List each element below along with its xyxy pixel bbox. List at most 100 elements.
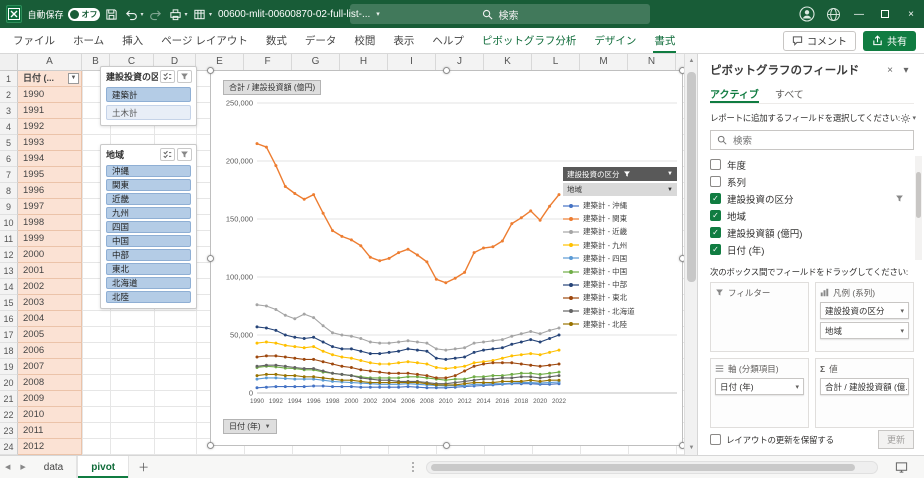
sheet-tab-pivot[interactable]: pivot — [77, 456, 129, 478]
field-checkbox[interactable] — [710, 159, 721, 170]
slicer-item[interactable]: 中部 — [106, 249, 191, 261]
multi-select-icon[interactable] — [160, 148, 175, 161]
column-header[interactable]: H — [340, 54, 388, 71]
ribbon-tab[interactable]: ピボットグラフ分析 — [473, 28, 586, 53]
row-header[interactable]: 18 — [0, 343, 18, 359]
axis-area[interactable]: 軸 (分類項目) 日付 (年)▾ — [710, 358, 809, 428]
column-header[interactable]: G — [292, 54, 340, 71]
column-header[interactable]: N — [628, 54, 676, 71]
year-cell[interactable]: 2007 — [18, 359, 82, 375]
table-style-icon[interactable] — [193, 6, 207, 22]
field-row[interactable]: ✓建設投資額 (億円) — [710, 224, 914, 241]
table-style-caret-icon[interactable]: ▾ — [209, 11, 212, 18]
select-all-corner[interactable] — [0, 54, 18, 71]
field-row[interactable]: ✓建設投資の区分 — [710, 190, 914, 207]
excel-logo-icon[interactable] — [6, 5, 22, 23]
year-cell[interactable]: 1995 — [18, 167, 82, 183]
ribbon-tab[interactable]: ページ レイアウト — [152, 28, 257, 53]
sheet-nav-left-icon[interactable]: ◀ — [0, 463, 15, 471]
add-sheet-button[interactable]: ＋ — [129, 459, 158, 475]
row-header[interactable]: 11 — [0, 231, 18, 247]
slicer-item[interactable]: 四国 — [106, 221, 191, 233]
chart-resize-handle[interactable] — [207, 255, 214, 262]
account-icon[interactable] — [794, 0, 820, 28]
row-header[interactable]: 5 — [0, 135, 18, 151]
field-list-scrollbar-thumb[interactable] — [916, 172, 921, 218]
year-cell[interactable]: 2001 — [18, 263, 82, 279]
slicer-item[interactable]: 北海道 — [106, 277, 191, 289]
slicer-item[interactable]: 中国 — [106, 235, 191, 247]
clear-filter-icon[interactable] — [177, 148, 192, 161]
chart-value-field-button[interactable]: 合計 / 建設投資額 (億円) — [223, 80, 321, 95]
undo-icon[interactable] — [124, 6, 138, 22]
row-header[interactable]: 7 — [0, 167, 18, 183]
ribbon-tab[interactable]: 表示 — [384, 28, 423, 53]
year-cell[interactable]: 1991 — [18, 103, 82, 119]
search-box[interactable]: 検索 — [350, 4, 650, 24]
close-button[interactable]: × — [898, 0, 924, 28]
row-header[interactable]: 22 — [0, 407, 18, 423]
field-checkbox[interactable]: ✓ — [710, 193, 721, 204]
values-area[interactable]: Σ 値 合計 / 建設投資額 (億...▾ — [815, 358, 914, 428]
undo-caret-icon[interactable]: ▾ — [141, 11, 144, 18]
year-cell[interactable]: 2005 — [18, 327, 82, 343]
pane-tools-button[interactable]: ▾ — [900, 113, 916, 124]
column-header[interactable]: A — [18, 54, 82, 71]
ribbon-tab[interactable]: ヘルプ — [423, 28, 473, 53]
field-chip[interactable]: 地域▾ — [820, 322, 909, 339]
column-header[interactable]: E — [196, 54, 244, 71]
filters-area[interactable]: フィルター — [710, 282, 809, 352]
column-header[interactable]: I — [388, 54, 436, 71]
save-icon[interactable] — [105, 6, 119, 22]
legend-filter-button[interactable]: 建設投資の区分▼ — [563, 167, 677, 181]
redo-icon[interactable] — [149, 6, 163, 22]
fields-search-box[interactable]: 検索 — [710, 130, 914, 150]
slicer[interactable]: 地域沖縄関東近畿九州四国中国中部東北北海道北陸 — [100, 144, 197, 309]
ribbon-tab[interactable]: 挿入 — [113, 28, 152, 53]
row-header[interactable]: 21 — [0, 391, 18, 407]
field-list-scrollbar[interactable] — [915, 156, 922, 260]
year-cell[interactable]: 2008 — [18, 375, 82, 391]
pane-tab-all[interactable]: すべて — [775, 84, 804, 103]
row-header[interactable]: 9 — [0, 199, 18, 215]
row-header[interactable]: 19 — [0, 359, 18, 375]
ribbon-tab[interactable]: ファイル — [4, 28, 64, 53]
year-cell[interactable]: 2003 — [18, 295, 82, 311]
clear-filter-icon[interactable] — [177, 70, 192, 83]
row-header[interactable]: 17 — [0, 327, 18, 343]
year-cell[interactable]: 2010 — [18, 407, 82, 423]
ribbon-tab[interactable]: 数式 — [257, 28, 296, 53]
row-header[interactable]: 13 — [0, 263, 18, 279]
year-cell[interactable]: 1993 — [18, 135, 82, 151]
network-icon[interactable] — [820, 0, 846, 28]
legend-area[interactable]: 凡例 (系列) 建設投資の区分▾地域▾ — [815, 282, 914, 352]
year-cell[interactable]: 2004 — [18, 311, 82, 327]
year-cell[interactable]: 2000 — [18, 247, 82, 263]
minimize-button[interactable]: — — [846, 0, 872, 28]
row-header[interactable]: 8 — [0, 183, 18, 199]
pane-options-caret-icon[interactable]: ▾ — [898, 65, 914, 76]
vertical-scrollbar[interactable]: ▲ ▼ — [684, 54, 697, 455]
year-cell[interactable]: 1994 — [18, 151, 82, 167]
field-chip[interactable]: 日付 (年)▾ — [715, 378, 804, 395]
vertical-scrollbar-thumb[interactable] — [687, 72, 696, 282]
year-cell[interactable]: 1999 — [18, 231, 82, 247]
chart-resize-handle[interactable] — [207, 442, 214, 449]
sheet-tab-data[interactable]: data — [31, 456, 77, 478]
year-cell[interactable]: 2011 — [18, 423, 82, 439]
column-header[interactable]: L — [532, 54, 580, 71]
sheet-nav-right-icon[interactable]: ▶ — [15, 463, 30, 471]
field-checkbox[interactable]: ✓ — [710, 244, 721, 255]
ribbon-tab[interactable]: 校閲 — [345, 28, 384, 53]
year-cell[interactable]: 1997 — [18, 199, 82, 215]
slicer-item[interactable]: 建築計 — [106, 87, 191, 102]
horizontal-scrollbar[interactable] — [426, 461, 878, 474]
pivot-chart[interactable]: 050,000100,000150,000200,000250,00019901… — [210, 70, 683, 446]
row-header[interactable]: 15 — [0, 295, 18, 311]
ribbon-tab[interactable]: デザイン — [585, 28, 645, 53]
display-settings-icon[interactable] — [895, 461, 908, 474]
year-cell[interactable]: 2009 — [18, 391, 82, 407]
comments-button[interactable]: コメント — [783, 31, 856, 51]
field-row[interactable]: ✓日付 (年) — [710, 241, 914, 258]
print-icon[interactable] — [168, 6, 182, 22]
